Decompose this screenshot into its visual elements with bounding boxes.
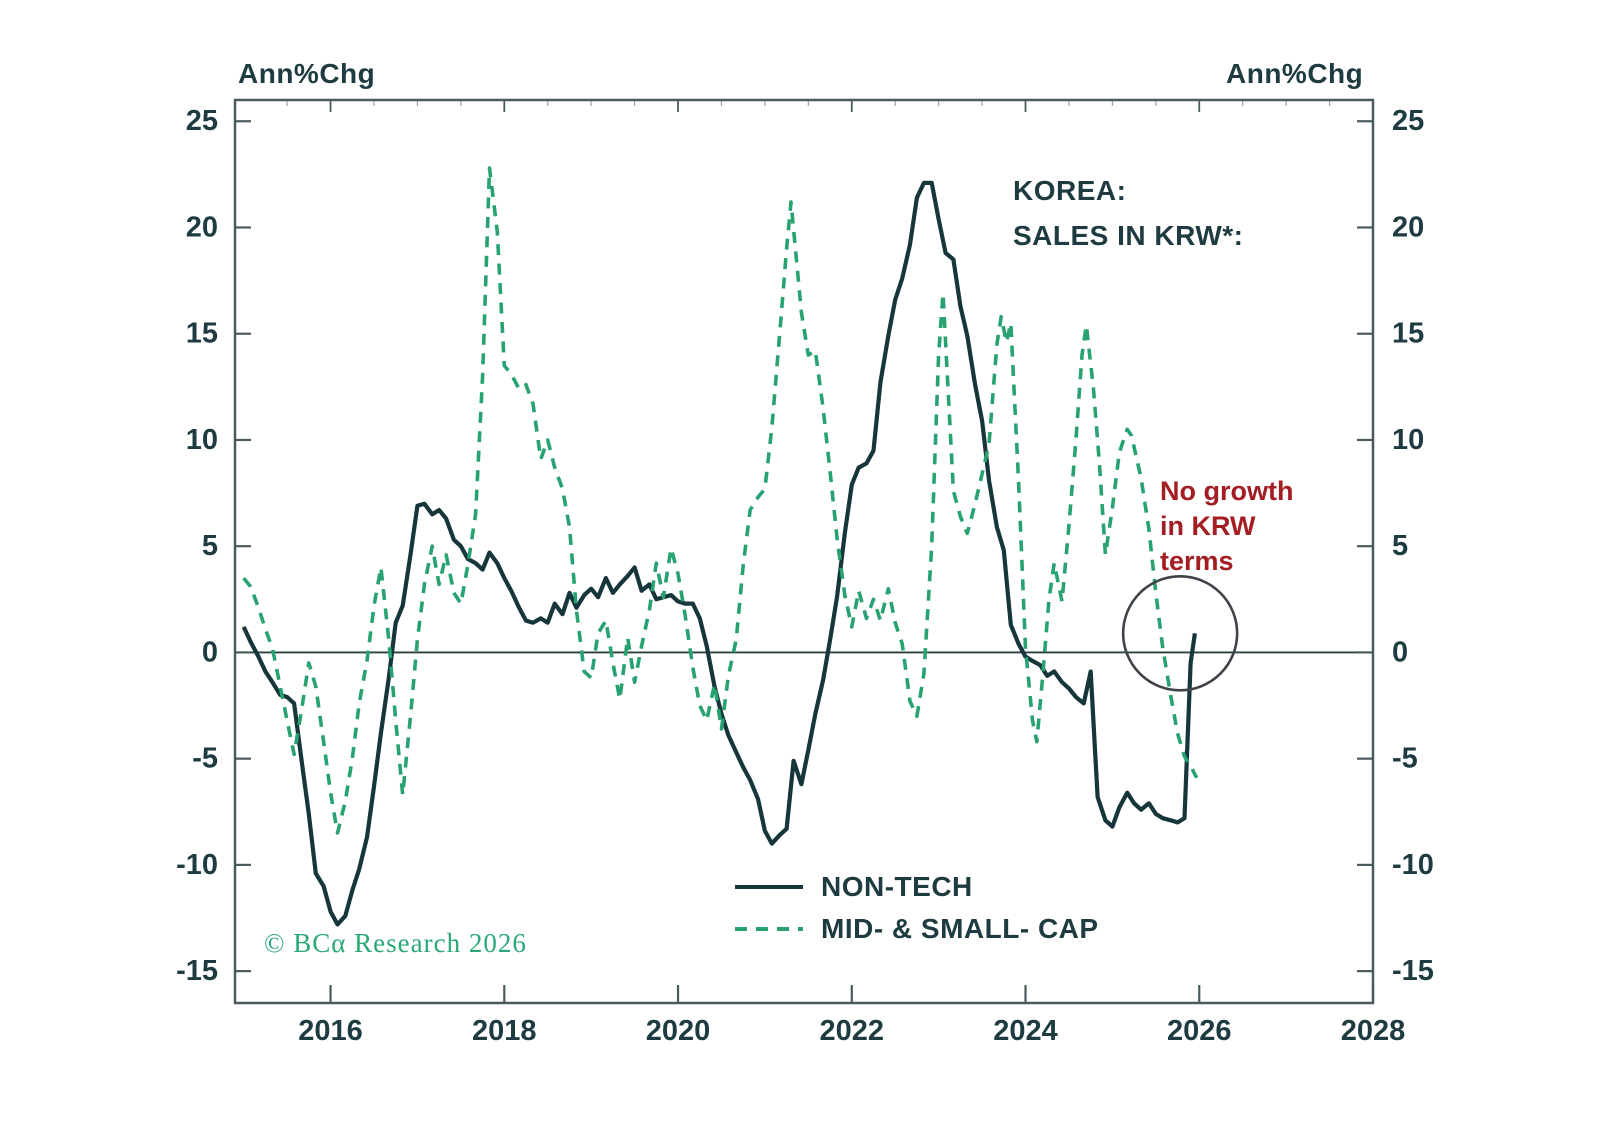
y-axis-label-left: 10 bbox=[186, 424, 218, 456]
y-axis-label-right: 20 bbox=[1392, 211, 1424, 243]
y-axis-label-left: 20 bbox=[186, 211, 218, 243]
y-axis-label-right: -10 bbox=[1392, 849, 1434, 881]
y-axis-label-right: 0 bbox=[1392, 636, 1408, 668]
y-axis-label-left: 5 bbox=[202, 530, 218, 562]
y-axis-label-left: 25 bbox=[186, 105, 218, 137]
annotation-line2: in KRW bbox=[1160, 511, 1256, 541]
y-axis-label-right: -5 bbox=[1392, 743, 1418, 775]
y-axis-label-right: 10 bbox=[1392, 424, 1424, 456]
y-axis-label-right: 15 bbox=[1392, 318, 1424, 350]
x-axis-label: 2028 bbox=[1341, 1015, 1406, 1047]
left-axis-unit-label: Ann%Chg bbox=[238, 58, 376, 89]
bca-research-watermark: © BCα Research 2026 bbox=[264, 928, 527, 958]
y-axis-label-left: -5 bbox=[192, 743, 218, 775]
legend-label-non-tech: NON-TECH bbox=[821, 871, 973, 902]
x-axis-label: 2020 bbox=[646, 1015, 711, 1047]
y-axis-label-right: 5 bbox=[1392, 530, 1408, 562]
legend-item-non-tech: NON-TECH bbox=[735, 866, 1099, 908]
chart-title: KOREA: SALES IN KRW*: bbox=[1013, 168, 1244, 258]
legend: NON-TECH MID- & SMALL- CAP bbox=[735, 866, 1099, 950]
y-axis-label-left: 0 bbox=[202, 636, 218, 668]
chart-title-line1: KOREA: bbox=[1013, 175, 1127, 206]
y-axis-label-left: -10 bbox=[176, 849, 218, 881]
no-growth-annotation: No growth in KRW terms bbox=[1160, 474, 1293, 579]
y-axis-label-right: -15 bbox=[1392, 955, 1434, 987]
y-axis-label-left: 15 bbox=[186, 318, 218, 350]
legend-item-mid-small-cap: MID- & SMALL- CAP bbox=[735, 908, 1099, 950]
right-axis-unit-label: Ann%Chg bbox=[1226, 58, 1364, 89]
legend-label-mid-small-cap: MID- & SMALL- CAP bbox=[821, 913, 1099, 944]
annotation-line1: No growth bbox=[1160, 476, 1294, 506]
annotation-line3: terms bbox=[1160, 546, 1234, 576]
no-growth-circle bbox=[1121, 575, 1239, 692]
non-tech-line-swatch bbox=[735, 885, 803, 889]
y-axis-label-right: 25 bbox=[1392, 105, 1424, 137]
x-axis-label: 2024 bbox=[993, 1015, 1058, 1047]
chart-title-line2: SALES IN KRW*: bbox=[1013, 220, 1244, 251]
non-tech-line bbox=[241, 180, 1197, 927]
x-axis-label: 2026 bbox=[1167, 1015, 1232, 1047]
mid-small-cap-line-swatch bbox=[735, 927, 803, 931]
x-axis-label: 2018 bbox=[472, 1015, 537, 1047]
plot-border bbox=[233, 98, 1375, 1005]
x-axis-label: 2016 bbox=[298, 1015, 363, 1047]
x-axis-label: 2022 bbox=[820, 1015, 885, 1047]
mid-small-cap-line bbox=[242, 166, 1199, 835]
y-axis-label-left: -15 bbox=[176, 955, 218, 987]
